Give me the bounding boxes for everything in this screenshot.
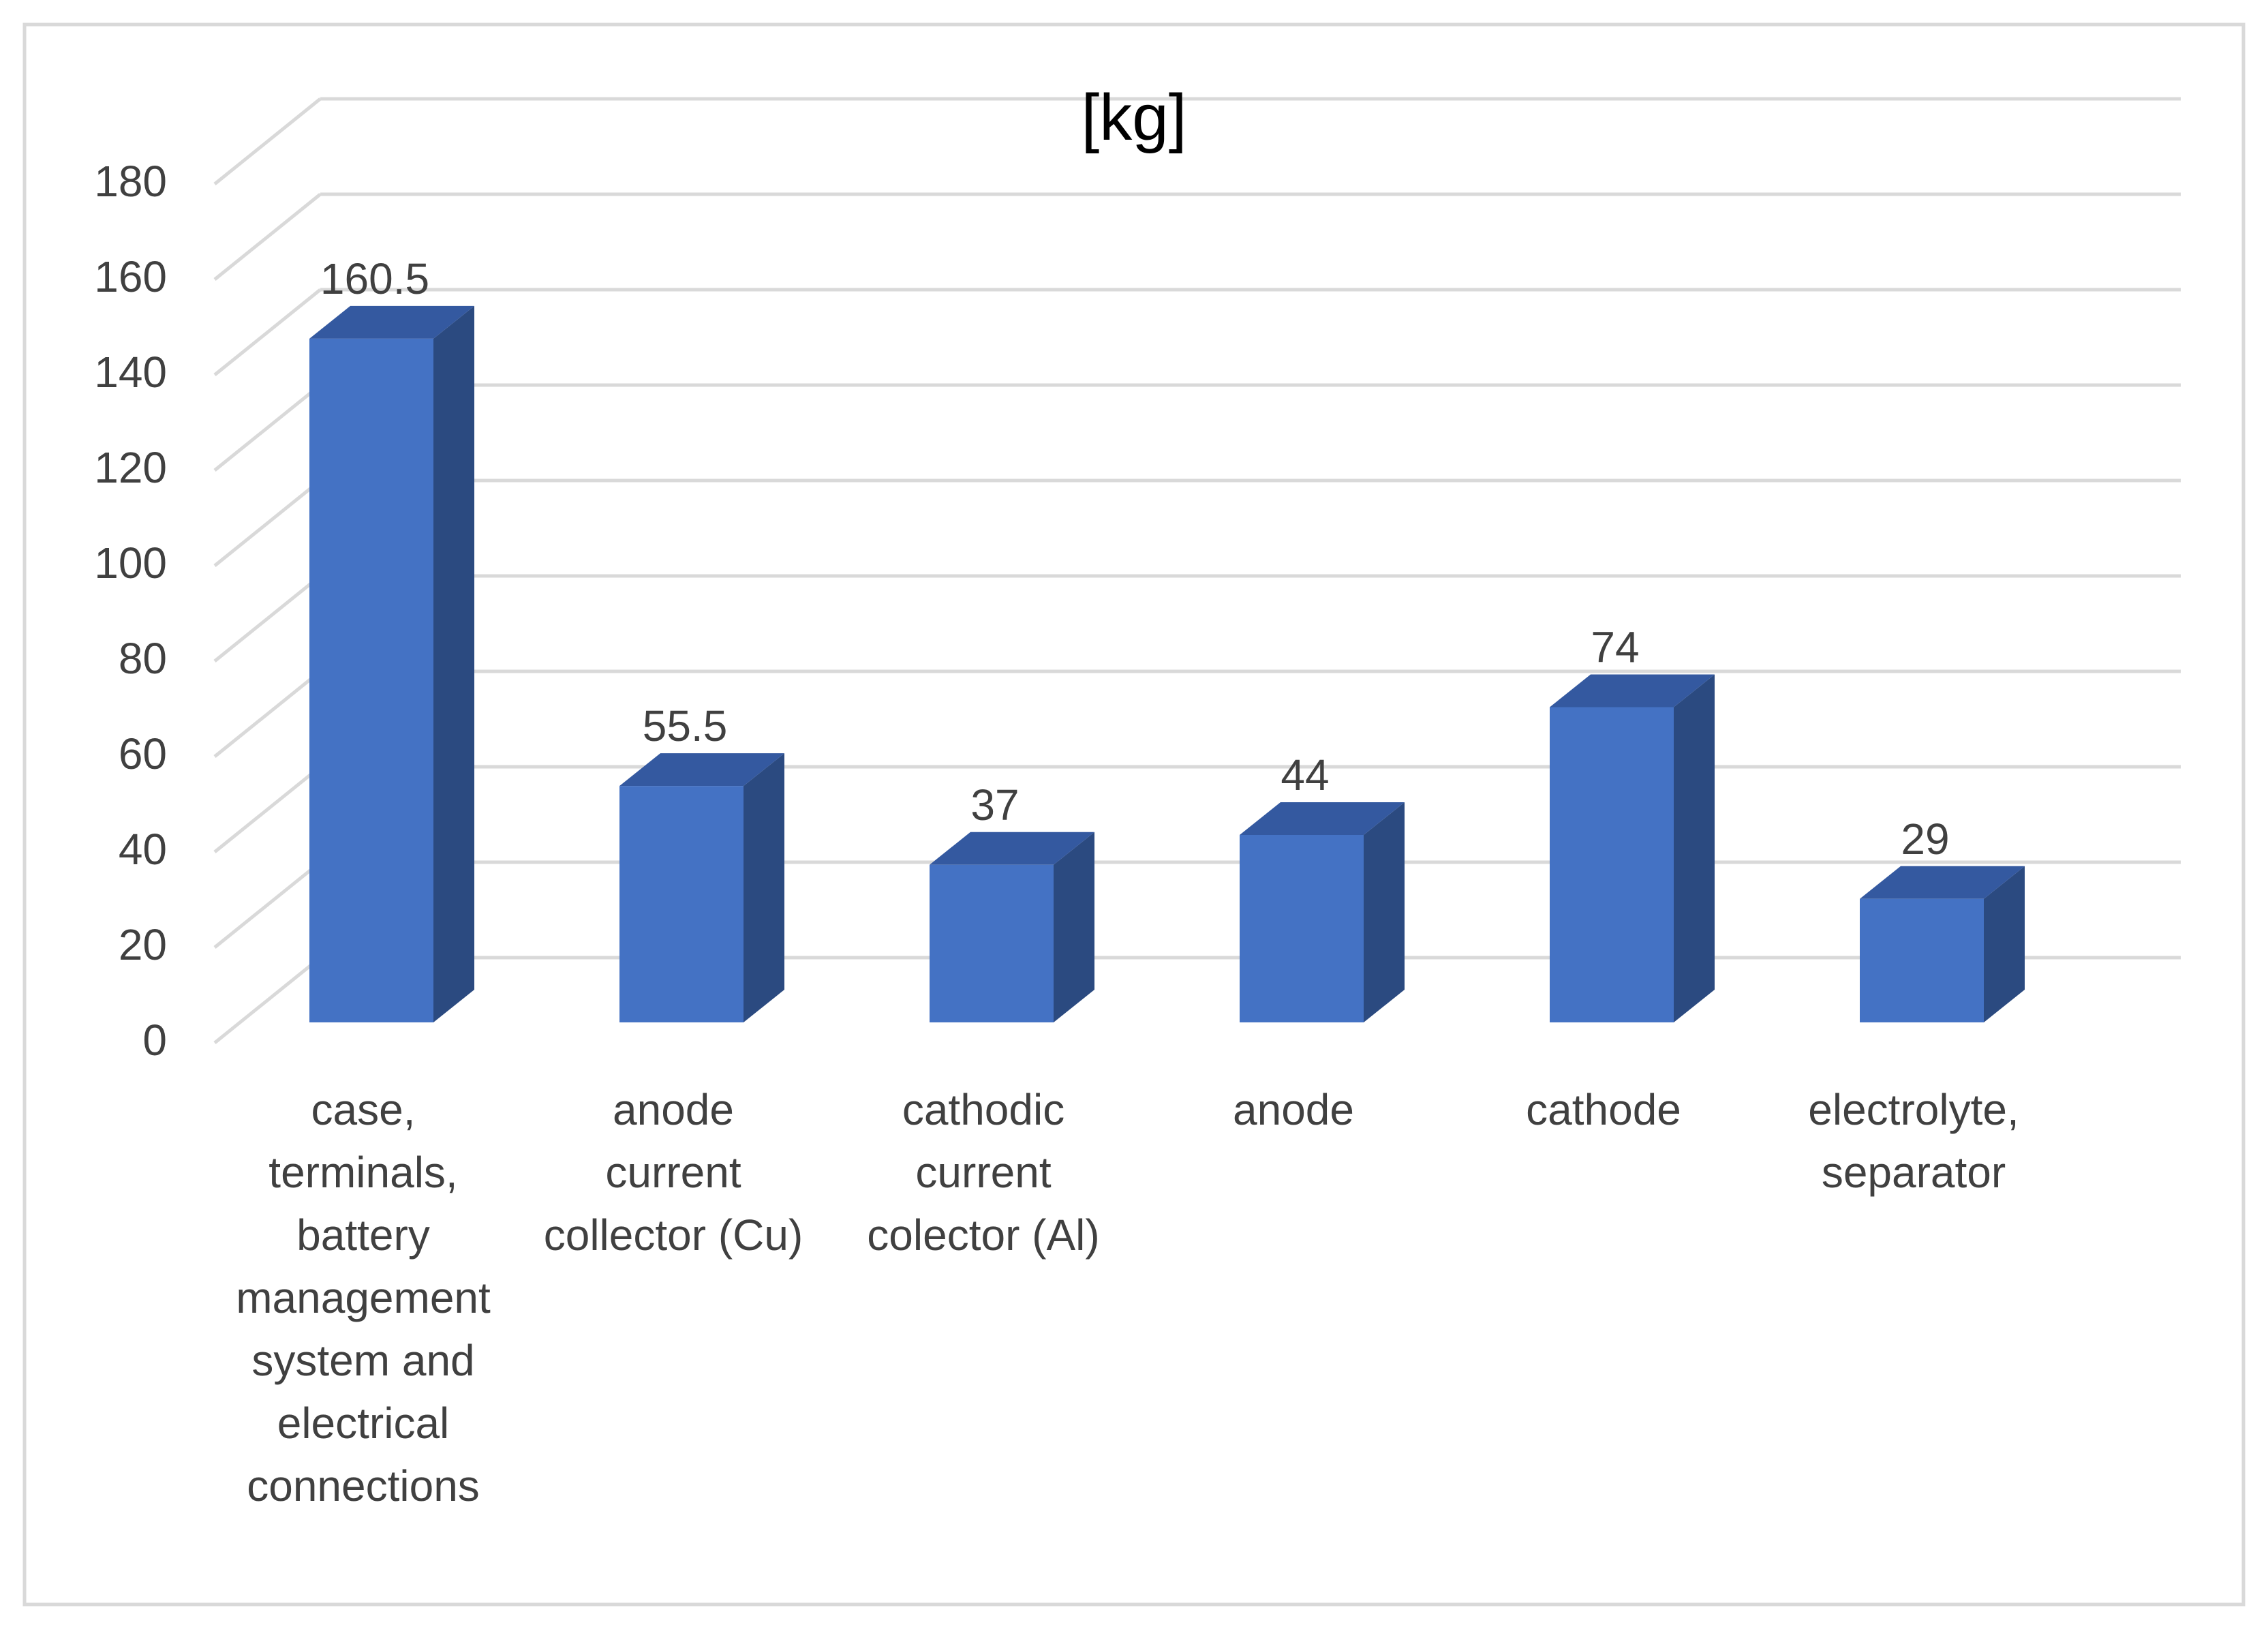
gridline-side [213, 479, 322, 567]
bar-top [930, 832, 1094, 865]
bar-top [1240, 802, 1405, 835]
data-label: 160.5 [320, 254, 429, 303]
bar-top [309, 305, 474, 339]
bar-side [1984, 866, 2025, 1022]
gridline-side [213, 956, 322, 1044]
y-tick-label: 80 [119, 634, 167, 683]
gridline-side [213, 575, 322, 663]
x-category-line: separator [1822, 1148, 2006, 1197]
x-category-line: management [236, 1273, 491, 1322]
y-tick-label: 100 [94, 538, 167, 588]
x-category-line: electrical [277, 1399, 450, 1448]
bar [619, 786, 744, 1022]
gridline-side [213, 288, 322, 376]
bar [1240, 835, 1364, 1022]
x-category-label: cathodic current colector (Al) [867, 1085, 1099, 1260]
bar [1550, 707, 1674, 1022]
bars [309, 305, 2025, 1022]
data-label: 44 [1281, 750, 1329, 800]
y-tick-label: 120 [94, 443, 167, 492]
bar-side [1674, 674, 1715, 1022]
x-category-line: system and [251, 1336, 474, 1385]
y-tick-label: 0 [142, 1016, 167, 1065]
x-category-line: connections [247, 1461, 480, 1510]
data-label: 29 [1901, 814, 1949, 864]
gridline-side [213, 97, 322, 185]
bar [309, 338, 433, 1022]
chart-title: [kg] [1082, 81, 1187, 154]
x-category-line: electrolyte, [1808, 1085, 2019, 1134]
gridline-side [213, 670, 322, 758]
x-category-label: anode current collector (Cu) [544, 1085, 803, 1260]
y-axis-ticks: 0 20 40 60 80 100 120 140 160 180 [94, 157, 167, 1065]
x-category-line: cathode [1526, 1085, 1681, 1134]
gridline-side [213, 384, 322, 472]
bar-top [1550, 674, 1715, 707]
bar-side [1054, 832, 1094, 1022]
x-axis-categories: case, terminals, battery management system a… [236, 1085, 2019, 1510]
y-tick-label: 60 [119, 729, 167, 778]
data-labels: 160.5 55.5 37 44 74 29 [320, 254, 1950, 864]
x-category-label: anode [1233, 1085, 1354, 1134]
y-tick-label: 140 [94, 348, 167, 397]
x-category-line: current [605, 1148, 741, 1197]
data-label: 55.5 [643, 701, 728, 750]
bar-top [619, 753, 784, 787]
data-label: 74 [1591, 623, 1639, 672]
x-category-label: case, terminals, battery management system a… [236, 1085, 491, 1510]
x-category-line: case, [311, 1085, 416, 1134]
y-tick-label: 20 [119, 920, 167, 969]
bar-top [1860, 866, 2025, 899]
x-category-line: battery [296, 1211, 430, 1260]
gridline-side [213, 861, 322, 949]
gridline-side [213, 193, 322, 281]
bar-side [744, 753, 784, 1022]
x-category-label: cathode [1526, 1085, 1681, 1134]
x-category-line: cathodic [902, 1085, 1064, 1134]
y-tick-label: 40 [119, 825, 167, 874]
y-tick-label: 160 [94, 252, 167, 301]
x-category-line: current [915, 1148, 1051, 1197]
data-label: 37 [970, 780, 1019, 829]
bar [930, 864, 1054, 1022]
bar [1860, 898, 1984, 1022]
x-category-label: electrolyte, separator [1808, 1085, 2019, 1197]
bar-side [1364, 802, 1405, 1022]
x-category-line: anode [613, 1085, 734, 1134]
x-category-line: anode [1233, 1085, 1354, 1134]
x-category-line: collector (Cu) [544, 1211, 803, 1260]
y-tick-label: 180 [94, 157, 167, 206]
bar-side [433, 305, 474, 1022]
x-category-line: colector (Al) [867, 1211, 1099, 1260]
x-category-line: terminals, [269, 1148, 457, 1197]
gridline-side [213, 765, 322, 853]
